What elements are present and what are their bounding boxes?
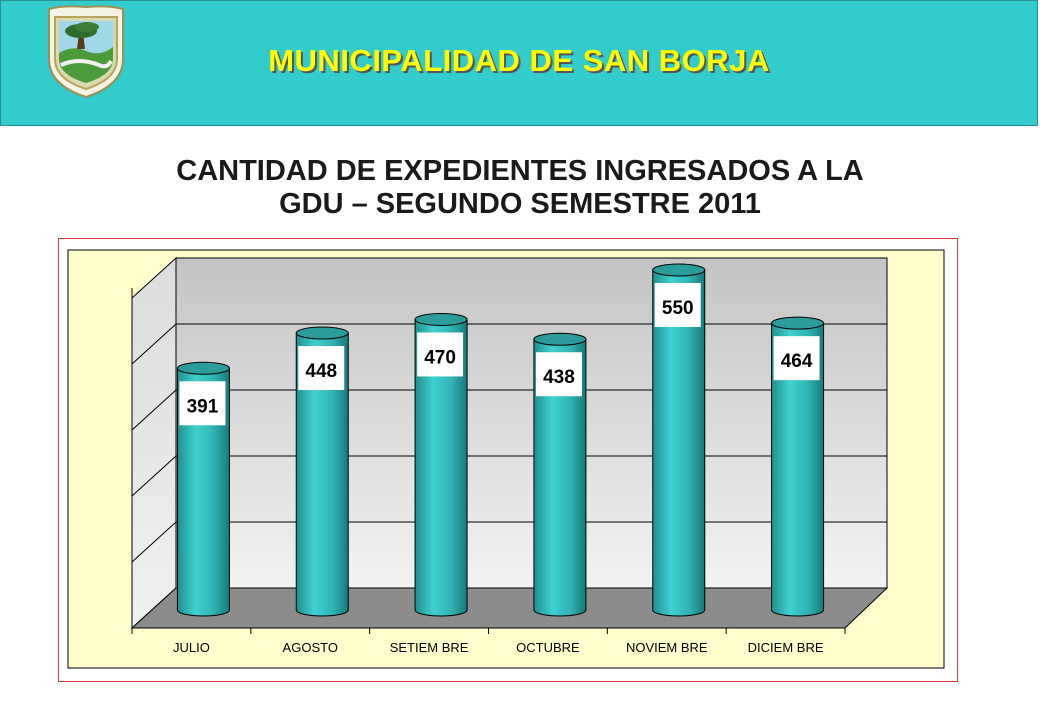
gridline [131,521,177,563]
data-label-box [417,332,464,377]
data-label-box [654,283,701,327]
x-tick-label: DICIEM BRE [748,640,824,655]
bar [414,318,468,617]
x-tick-label: OCTUBRE [516,640,580,655]
bar [295,332,349,617]
gridline [131,323,177,365]
bar-top [652,263,706,277]
page-title-line-2: GDU – SEGUNDO SEMESTRE 2011 [279,188,761,220]
x-tick-label: JULIO [173,640,210,655]
side-wall [131,256,177,630]
gridline [131,455,177,497]
header-banner: MUNICIPALIDAD DE SAN BORJA [0,0,1038,126]
bar-top [176,361,230,375]
bar-top [771,316,825,330]
bar-top [414,312,468,326]
data-label-box [179,381,226,426]
data-label-box [535,352,582,397]
data-label-box [773,336,820,381]
data-label: 391 [187,396,219,417]
data-label: 438 [543,367,575,388]
bar [176,367,230,617]
x-tick-label: SETIEM BRE [390,640,469,655]
bar-top [295,326,349,340]
back-wall [175,257,888,589]
bar [652,269,706,617]
page-title: CANTIDAD DE EXPEDIENTES INGRESADOS A LA … [0,155,1040,221]
x-tick-label: NOVIEM BRE [626,640,708,655]
municipal-crest-icon [48,5,124,99]
org-title: MUNICIPALIDAD DE SAN BORJA [268,43,770,78]
data-label: 470 [424,347,456,368]
bar [771,322,825,617]
bar-top [533,332,587,346]
data-label-box [298,346,345,391]
page-title-line-1: CANTIDAD DE EXPEDIENTES INGRESADOS A LA [176,155,864,187]
x-tick-label: AGOSTO [283,640,338,655]
data-label: 448 [305,361,337,382]
bar [533,338,587,617]
data-label: 464 [781,351,813,372]
data-label: 550 [662,298,694,319]
gridline [131,389,177,431]
